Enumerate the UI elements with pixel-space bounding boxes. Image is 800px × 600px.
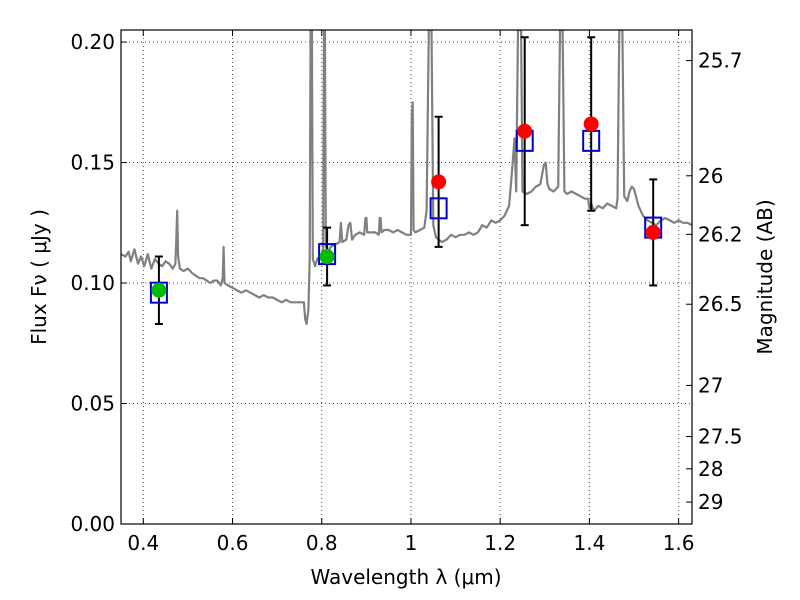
x-tick-label: 0.8 bbox=[306, 531, 338, 555]
y2-axis-title: Magnitude (AB) bbox=[753, 199, 777, 354]
y2-axis-ticks: 25.7 26 26.2 26.5 27 27.5 28 29 bbox=[686, 49, 743, 514]
model-flux-box bbox=[429, 197, 448, 220]
y-tick-label: 0.05 bbox=[70, 392, 115, 416]
model-spectrum-line bbox=[121, 30, 692, 326]
x-tick-label: 1.6 bbox=[663, 531, 695, 555]
x-tick-label: 1.4 bbox=[573, 531, 605, 555]
error-bars bbox=[154, 36, 658, 325]
y2-tick-label: 29 bbox=[698, 490, 723, 514]
y2-tick-label: 27 bbox=[698, 373, 723, 397]
y-tick-label: 0.15 bbox=[70, 151, 115, 175]
y-axis-title: Flux Fν ( μJy ) bbox=[27, 209, 51, 345]
y2-tick-label: 25.7 bbox=[698, 49, 743, 73]
x-tick-label: 0.4 bbox=[127, 531, 159, 555]
observed-flux-point-red bbox=[645, 224, 661, 240]
x-tick-label: 1 bbox=[405, 531, 418, 555]
x-axis-ticks: 0.4 0.6 0.8 1 1.2 1.4 1.6 bbox=[127, 30, 695, 555]
x-tick-label: 0.6 bbox=[217, 531, 249, 555]
y2-tick-label: 27.5 bbox=[698, 425, 743, 449]
y-axis-ticks: 0.00 0.05 0.10 0.15 0.20 bbox=[70, 30, 127, 536]
y2-tick-label: 26 bbox=[698, 164, 723, 188]
observed-flux-point-red bbox=[583, 116, 599, 132]
x-axis-title: Wavelength λ (μm) bbox=[310, 565, 501, 589]
plot-frame bbox=[120, 29, 693, 525]
y2-tick-label: 26.5 bbox=[698, 292, 743, 316]
y-tick-label: 0.20 bbox=[70, 30, 115, 54]
model-flux-box bbox=[149, 281, 168, 304]
model-flux-box bbox=[318, 243, 337, 266]
observed-flux-point-red bbox=[431, 174, 447, 190]
y-tick-label: 0.10 bbox=[70, 271, 115, 295]
plot-area bbox=[121, 30, 692, 326]
y2-tick-label: 26.2 bbox=[698, 222, 743, 246]
observed-flux-point-green bbox=[151, 282, 167, 298]
model-flux-boxes bbox=[149, 129, 663, 304]
y2-tick-label: 28 bbox=[698, 457, 723, 481]
observed-flux-point-green bbox=[319, 249, 335, 265]
x-tick-label: 1.2 bbox=[484, 531, 516, 555]
grid-lines bbox=[121, 30, 692, 525]
observed-flux-points bbox=[151, 116, 661, 298]
y-tick-label: 0.00 bbox=[70, 512, 115, 536]
observed-flux-point-red bbox=[517, 123, 533, 139]
